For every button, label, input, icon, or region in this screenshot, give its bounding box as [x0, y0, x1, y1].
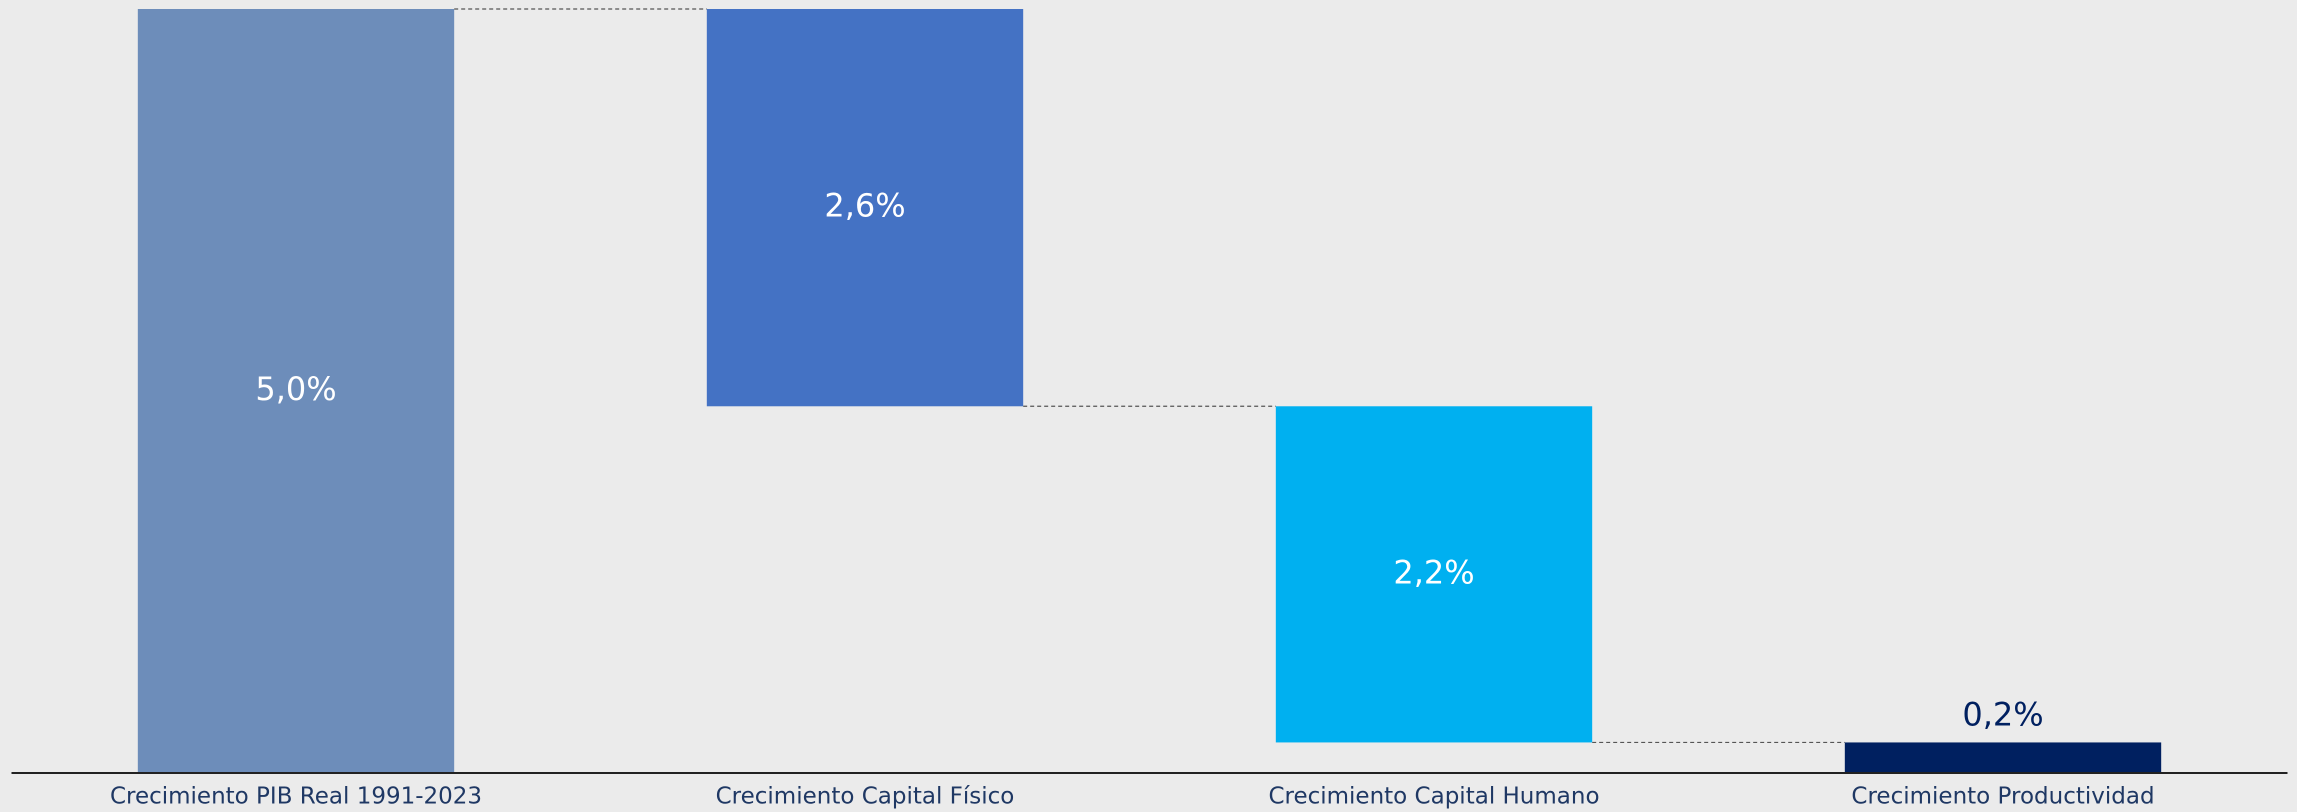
bar: [137, 9, 455, 773]
data-label: 5,0%: [255, 370, 336, 408]
x-tick-label: Crecimiento Capital Humano: [1268, 784, 1599, 810]
x-tick-label: Crecimiento Productividad: [1851, 784, 2154, 810]
x-tick-label: Crecimiento PIB Real 1991-2023: [110, 784, 482, 810]
x-tick-label: Crecimiento Capital Físico: [716, 784, 1015, 810]
data-label: 2,2%: [1393, 553, 1474, 591]
data-label: 2,6%: [824, 187, 905, 225]
bar: [1275, 406, 1593, 743]
bar: [706, 9, 1024, 407]
bar: [1844, 742, 2162, 773]
data-label: 0,2%: [1962, 695, 2043, 733]
